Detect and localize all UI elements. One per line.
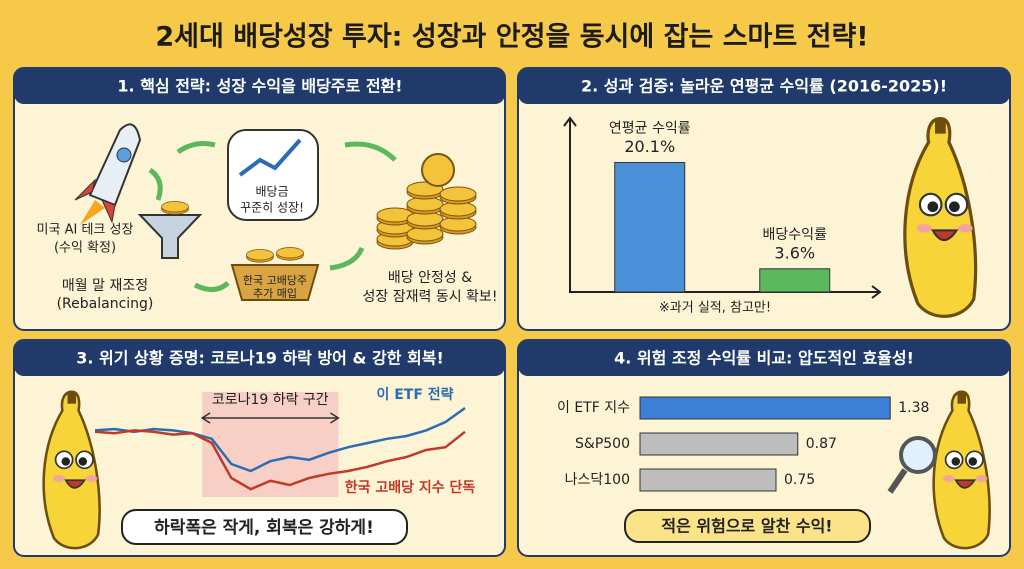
highlight-label: 코로나19 하락 구간 bbox=[212, 392, 329, 408]
magnifier bbox=[887, 436, 937, 494]
category-label: 이 ETF 지수 bbox=[557, 400, 630, 416]
label: 매월 말 재조정 bbox=[62, 278, 148, 294]
main-title: 2세대 배당성장 투자: 성장과 안정을 동시에 잡는 스마트 전략! bbox=[155, 22, 868, 53]
value-label: 1.38 bbox=[898, 400, 929, 416]
panels bbox=[13, 67, 1011, 557]
label: 배당금 bbox=[255, 185, 288, 199]
highlight-region bbox=[202, 392, 339, 497]
label: (Rebalancing) bbox=[57, 296, 154, 312]
label: 꾸준히 성장! bbox=[240, 201, 304, 215]
caption: 하락폭은 작게, 회복은 강하게! bbox=[154, 518, 374, 538]
series-line bbox=[94, 429, 466, 491]
panel-heading: 1. 핵심 전략: 성장 수익을 배당주로 전환! bbox=[117, 77, 402, 96]
label: 추가 매입 bbox=[253, 287, 297, 300]
series-line bbox=[94, 406, 466, 473]
bar bbox=[639, 468, 777, 492]
value-label: 0.87 bbox=[806, 436, 837, 452]
category-label: 나스닥100 bbox=[565, 472, 630, 488]
value-label: 20.1% bbox=[624, 137, 675, 156]
note: ※과거 실적, 참고만! bbox=[659, 301, 771, 316]
label: 한국 고배당주 bbox=[243, 274, 307, 287]
panel-heading: 2. 성과 검증: 놀라운 연평균 수익률 (2016-2025)! bbox=[581, 77, 947, 96]
label: (수익 확정) bbox=[54, 241, 116, 256]
bar bbox=[639, 396, 891, 420]
category-label: 배당수익률 bbox=[763, 227, 828, 243]
category-label: S&P500 bbox=[575, 436, 630, 452]
label: 성장 잠재력 동시 확보! bbox=[363, 289, 498, 305]
label: 배당 안정성 & bbox=[388, 270, 472, 286]
panel-heading: 3. 위기 상황 증명: 코로나19 하락 방어 & 강한 회복! bbox=[76, 349, 444, 368]
value-label: 0.75 bbox=[784, 472, 815, 488]
bar bbox=[759, 268, 831, 293]
caption-bubble bbox=[121, 509, 408, 545]
bar bbox=[639, 432, 799, 456]
axis-arrow bbox=[563, 116, 882, 299]
panel-heading: 4. 위험 조정 수익률 비교: 압도적인 효율성! bbox=[614, 349, 914, 368]
range-arrow bbox=[200, 412, 340, 424]
strategy-illustration bbox=[74, 123, 477, 301]
value-label: 3.6% bbox=[774, 243, 815, 262]
bar bbox=[614, 161, 686, 293]
label: 미국 AI 테크 성장 bbox=[37, 223, 134, 238]
series-label: 한국 고배당 지수 단독 bbox=[345, 479, 476, 496]
series-label: 이 ETF 전략 bbox=[376, 386, 453, 403]
category-label: 연평균 수익률 bbox=[609, 120, 691, 136]
caption: 적은 위험으로 알찬 수익! bbox=[661, 517, 832, 536]
caption-bubble bbox=[624, 509, 871, 543]
